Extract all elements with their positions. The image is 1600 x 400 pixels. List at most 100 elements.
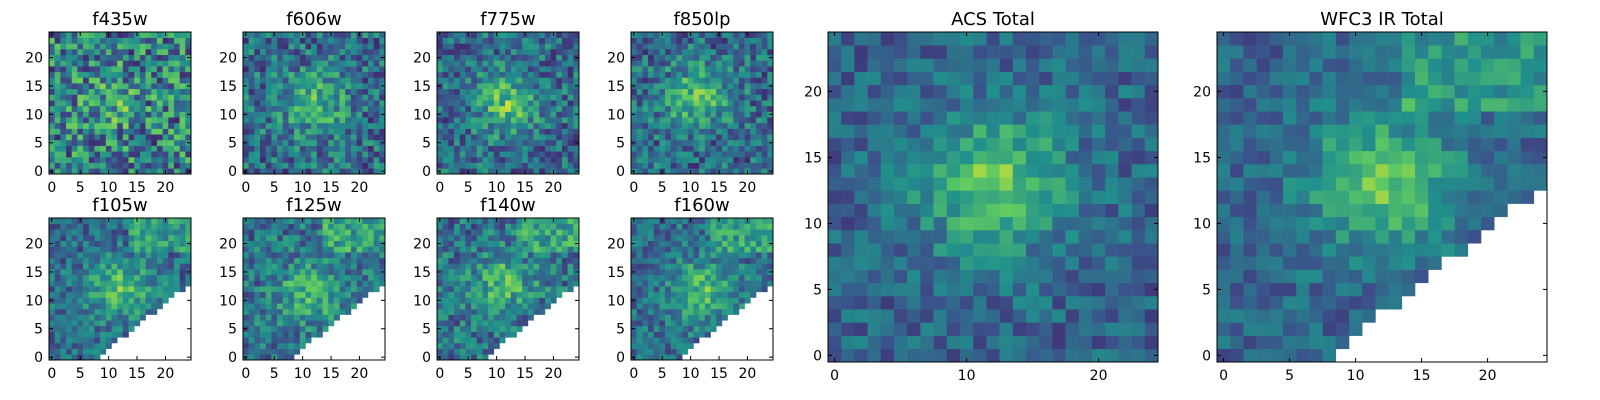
heatmap-cell bbox=[505, 54, 512, 61]
heatmap-cell bbox=[448, 94, 455, 101]
heatmap-cell bbox=[145, 54, 152, 61]
heatmap-cell bbox=[294, 162, 301, 169]
heatmap-cell bbox=[828, 282, 842, 297]
heatmap-cell bbox=[704, 139, 711, 146]
heatmap-cell bbox=[1105, 335, 1119, 350]
heatmap-cell bbox=[465, 286, 472, 293]
heatmap-cell bbox=[100, 286, 107, 293]
heatmap-cell bbox=[362, 117, 369, 124]
heatmap-cell bbox=[687, 229, 694, 236]
heatmap-cell bbox=[333, 229, 340, 236]
heatmap-cell bbox=[271, 308, 278, 315]
heatmap-cell bbox=[373, 235, 380, 242]
heatmap-cell bbox=[162, 117, 169, 124]
heatmap-cell bbox=[282, 257, 289, 264]
heatmap-cell bbox=[1131, 335, 1146, 350]
heatmap-cell bbox=[539, 83, 546, 90]
heatmap-cell bbox=[173, 223, 180, 230]
heatmap-cell bbox=[345, 297, 352, 304]
heatmap-cell bbox=[676, 218, 683, 224]
heatmap-cell bbox=[316, 269, 323, 276]
heatmap-cell bbox=[260, 54, 267, 61]
heatmap-cell bbox=[973, 335, 987, 350]
heatmap-cell bbox=[322, 71, 329, 78]
heatmap-cell bbox=[744, 291, 751, 298]
heatmap-cell bbox=[139, 297, 146, 304]
heatmap-cell bbox=[54, 303, 61, 310]
heatmap-cell bbox=[459, 240, 466, 247]
heatmap-cell bbox=[510, 274, 517, 281]
heatmap-cell bbox=[750, 291, 757, 298]
heatmap-cell bbox=[248, 314, 255, 321]
heatmap-cell bbox=[305, 54, 312, 61]
heatmap-cell bbox=[841, 309, 855, 323]
heatmap-cell bbox=[139, 60, 146, 67]
heatmap-cell bbox=[100, 71, 107, 78]
heatmap-cell bbox=[710, 49, 717, 56]
heatmap-cell bbox=[767, 156, 774, 163]
heatmap-cell bbox=[367, 168, 374, 175]
heatmap-cell bbox=[476, 139, 483, 146]
heatmap-cell bbox=[333, 162, 340, 169]
heatmap-cell bbox=[767, 117, 774, 124]
heatmap-cell bbox=[379, 122, 386, 129]
heatmap-cell bbox=[727, 257, 734, 264]
heatmap-cell bbox=[442, 49, 449, 56]
y-tick-label: 5 bbox=[422, 136, 431, 152]
heatmap-cell bbox=[499, 303, 506, 310]
heatmap-cell bbox=[522, 286, 529, 293]
heatmap-cell bbox=[248, 128, 255, 135]
heatmap-cell bbox=[145, 71, 152, 78]
heatmap-cell bbox=[642, 122, 649, 129]
heatmap-cell bbox=[277, 257, 284, 264]
heatmap-cell bbox=[471, 342, 478, 349]
heatmap-cell bbox=[88, 337, 95, 344]
heatmap-cell bbox=[710, 280, 717, 287]
heatmap-cell bbox=[60, 320, 67, 327]
heatmap-cell bbox=[260, 94, 267, 101]
heatmap-cell bbox=[88, 274, 95, 281]
heatmap-cell bbox=[659, 303, 666, 310]
heatmap-cell bbox=[156, 139, 163, 146]
heatmap-cell bbox=[505, 246, 512, 253]
heatmap-cell bbox=[362, 162, 369, 169]
heatmap-cell bbox=[750, 286, 757, 293]
heatmap-cell bbox=[243, 303, 249, 310]
heatmap-cell bbox=[339, 128, 346, 135]
y-tick-label: 0 bbox=[34, 164, 43, 180]
heatmap-cell bbox=[550, 235, 557, 242]
heatmap-cell bbox=[653, 269, 660, 276]
heatmap-cell bbox=[659, 342, 666, 349]
heatmap-cell bbox=[122, 54, 129, 61]
heatmap-cell bbox=[727, 308, 734, 315]
heatmap-cell bbox=[544, 303, 551, 310]
heatmap-cell bbox=[1078, 269, 1093, 284]
heatmap-cell bbox=[499, 325, 506, 332]
heatmap-cell bbox=[373, 162, 380, 169]
heatmap-cell bbox=[345, 246, 352, 253]
heatmap-cell bbox=[265, 269, 272, 276]
heatmap-cell bbox=[750, 117, 757, 124]
heatmap-cell bbox=[721, 286, 728, 293]
heatmap-cell bbox=[162, 297, 169, 304]
heatmap-cell bbox=[716, 286, 723, 293]
heatmap-cell bbox=[665, 320, 672, 327]
heatmap-cell bbox=[471, 88, 478, 95]
heatmap-cell bbox=[305, 49, 312, 56]
heatmap-cell bbox=[265, 60, 272, 67]
heatmap-cell bbox=[111, 128, 118, 135]
heatmap-cell bbox=[54, 263, 61, 270]
heatmap-cell bbox=[716, 37, 723, 44]
heatmap-cell bbox=[71, 257, 78, 264]
heatmap-cell bbox=[750, 94, 757, 101]
heatmap-cell bbox=[653, 308, 660, 315]
heatmap-cell bbox=[653, 263, 660, 270]
heatmap-cell bbox=[299, 66, 306, 73]
heatmap-cell bbox=[533, 286, 540, 293]
heatmap-cell bbox=[636, 269, 643, 276]
heatmap-cell bbox=[100, 320, 107, 327]
heatmap-cell bbox=[94, 331, 101, 338]
heatmap-cell bbox=[761, 134, 768, 141]
heatmap-cell bbox=[642, 291, 649, 298]
heatmap-cell bbox=[493, 37, 500, 44]
